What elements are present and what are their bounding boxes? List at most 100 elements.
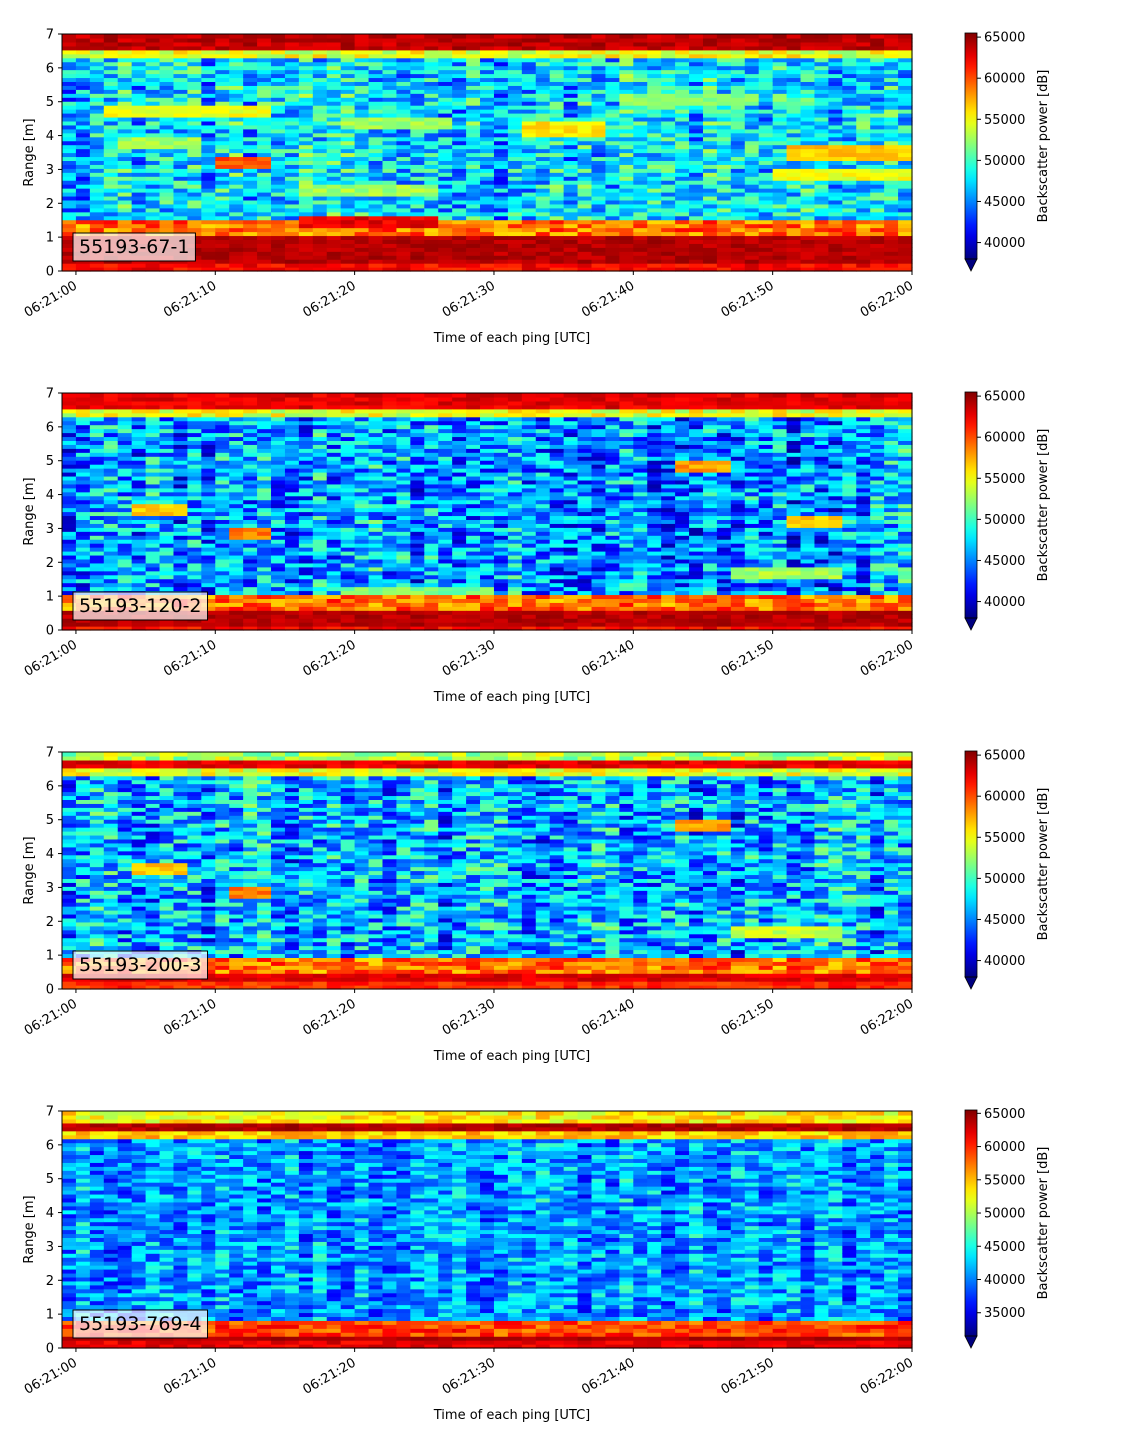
heatmap-cell [354,81,370,86]
y-tick-label: 5 [46,95,54,110]
heatmap-cell [243,408,258,414]
heatmap-cell [870,168,885,173]
heatmap-cell [298,586,314,592]
heatmap-cell [340,113,356,118]
heatmap-cell [870,215,885,221]
heatmap-cell [89,105,105,110]
heatmap-cell [271,243,286,248]
heatmap-cell [842,164,857,169]
heatmap-cell [521,180,537,185]
heatmap-cell [898,247,913,252]
heatmap-cell [229,235,244,240]
heatmap-cell [772,140,788,146]
heatmap-cell [814,120,829,126]
heatmap-cell [535,113,551,118]
heatmap-cell [870,140,885,146]
heatmap-cell [89,468,105,473]
heatmap-cell [521,53,537,59]
heatmap-cell [257,219,272,225]
heatmap-cell [145,404,161,410]
heatmap-cell [354,239,370,244]
heatmap-cell [215,101,230,106]
heatmap-cell [814,247,829,252]
heatmap-cell [493,140,509,146]
heatmap-cell [131,211,147,217]
heatmap-cell [243,128,258,134]
heatmap-cell [424,168,439,173]
heatmap-cell [62,444,77,449]
heatmap-cell [131,468,147,473]
heatmap-cell [702,211,718,217]
heatmap-cell [340,503,356,509]
heatmap-cell [312,199,328,205]
heatmap-cell [438,101,453,106]
heatmap-cell [856,199,871,205]
heatmap-cell [661,235,676,240]
heatmap-cell [89,69,105,75]
heatmap-cell [675,152,690,158]
heatmap-cell [243,140,258,146]
heatmap-cell [410,69,425,75]
heatmap-cell [103,45,119,51]
heatmap-cell [814,215,829,221]
heatmap-cell [159,404,175,410]
heatmap-cell [675,267,690,272]
heatmap-cell [480,49,495,55]
heatmap-cell [438,168,453,173]
heatmap-cell [145,152,161,158]
heatmap-cell [605,251,620,256]
heatmap-cell [870,120,885,126]
heatmap-cell [298,235,314,240]
heatmap-cell [145,436,161,441]
heatmap-cell [298,424,314,430]
heatmap-cell [452,89,467,94]
heatmap-cell [312,195,328,201]
heatmap-cell [758,199,774,205]
heatmap-cell [187,124,202,130]
heatmap-cell [521,255,537,260]
heatmap-cell [89,432,105,438]
heatmap-cell [619,53,634,59]
heatmap-cell [215,128,230,134]
heatmap-cell [689,37,704,43]
heatmap-cell [772,69,788,75]
heatmap-cell [145,432,161,438]
heatmap-cell [842,215,857,221]
heatmap-cell [215,156,230,161]
heatmap-cell [229,132,244,138]
heatmap-cell [563,93,579,98]
heatmap-cell [563,251,579,256]
heatmap-cell [619,37,634,43]
heatmap-cell [563,61,579,67]
heatmap-cell [438,97,453,102]
heatmap-cell [898,116,913,122]
heatmap-cell [758,172,774,177]
heatmap-cell [828,219,843,225]
heatmap-cell [271,440,286,445]
heatmap-cell [898,136,913,142]
heatmap-cell [382,89,398,94]
heatmap-cell [689,267,704,272]
heatmap-cell [410,247,425,252]
heatmap-cell [549,140,565,146]
heatmap-cell [117,192,133,197]
heatmap-cell [758,235,774,240]
heatmap-cell [619,192,634,197]
heatmap-cell [284,393,300,398]
heatmap-cell [354,37,370,43]
heatmap-cell [312,93,328,98]
heatmap-cell [271,57,286,63]
heatmap-cell [243,45,258,51]
heatmap-cell [493,109,509,114]
heatmap-cell [298,93,314,98]
heatmap-cell [786,34,802,39]
heatmap-cell [856,195,871,201]
heatmap-cell [396,136,411,142]
heatmap-cell [117,199,133,205]
heatmap-cell [702,89,718,94]
heatmap-cell [786,140,802,146]
heatmap-cell [201,124,216,130]
heatmap-cell [145,227,161,233]
heatmap-cell [870,156,885,161]
heatmap-cell [312,610,328,615]
